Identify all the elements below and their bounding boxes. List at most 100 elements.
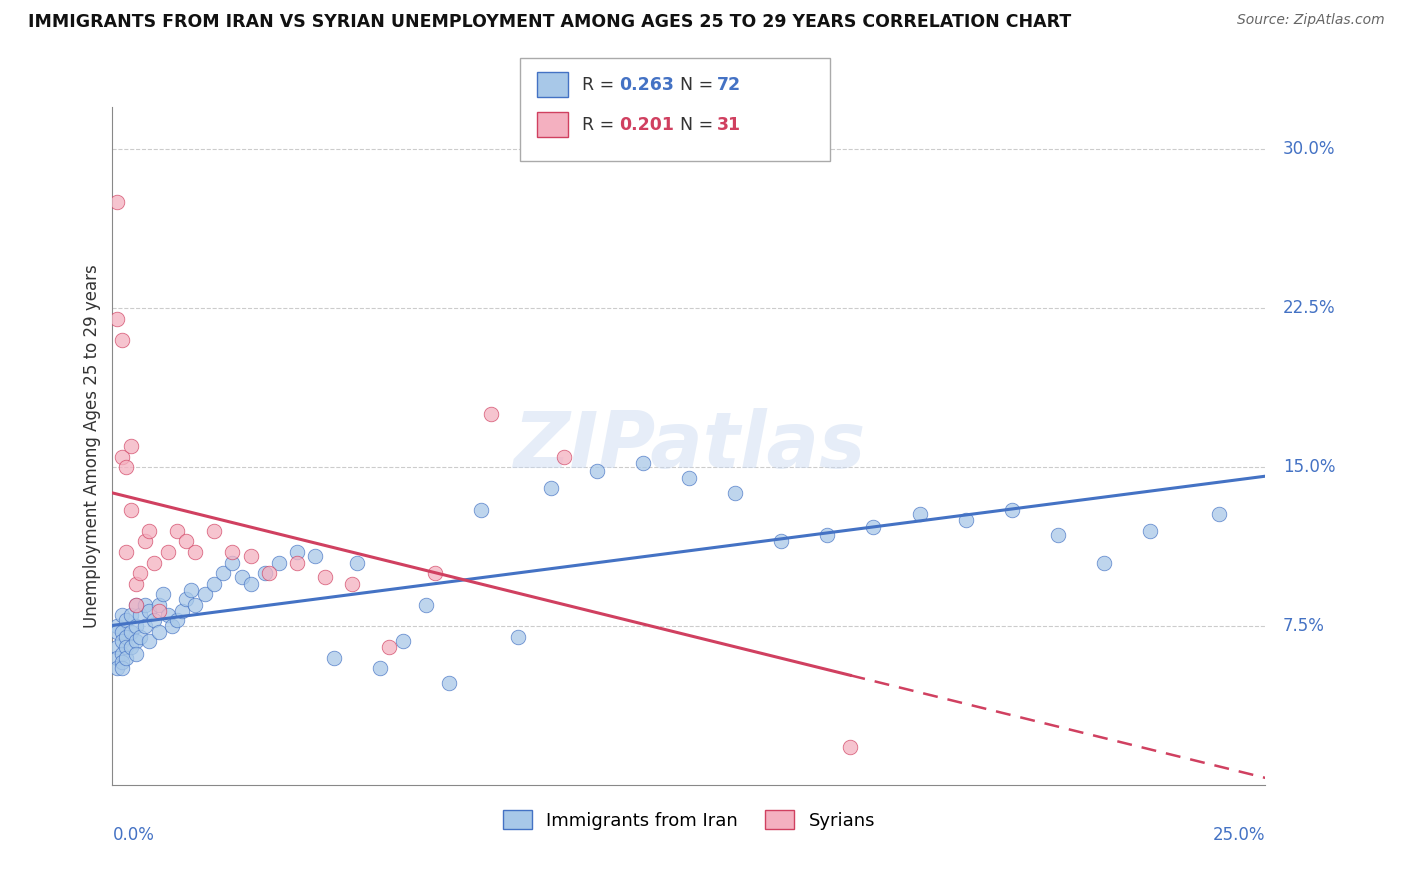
Point: [194, 587, 217, 601]
Point: [134, 619, 156, 633]
Point: [415, 598, 437, 612]
Point: [115, 545, 138, 559]
Point: [105, 651, 128, 665]
Point: [631, 456, 654, 470]
Point: [129, 608, 152, 623]
Point: [148, 604, 170, 618]
Point: [815, 528, 838, 542]
Point: [862, 519, 884, 533]
Point: [174, 534, 197, 549]
Text: 72: 72: [717, 76, 741, 94]
Point: [111, 661, 134, 675]
Point: [166, 613, 188, 627]
Text: 7.5%: 7.5%: [1282, 617, 1324, 635]
Point: [143, 613, 166, 627]
Text: 31: 31: [717, 116, 741, 134]
Point: [134, 598, 156, 612]
Point: [908, 507, 931, 521]
Point: [184, 545, 207, 559]
Point: [105, 195, 128, 210]
Point: [115, 651, 138, 665]
Point: [368, 661, 391, 675]
Point: [124, 619, 146, 633]
Point: [1139, 524, 1161, 538]
Point: [156, 545, 179, 559]
Point: [120, 640, 142, 655]
Point: [152, 587, 174, 601]
Point: [174, 591, 197, 606]
Text: R =: R =: [582, 116, 620, 134]
Text: 0.263: 0.263: [619, 76, 673, 94]
Point: [105, 661, 128, 675]
Point: [540, 482, 562, 496]
Point: [221, 556, 243, 570]
Point: [105, 619, 128, 633]
Point: [508, 630, 530, 644]
Point: [111, 647, 134, 661]
Point: [124, 598, 146, 612]
Text: IMMIGRANTS FROM IRAN VS SYRIAN UNEMPLOYMENT AMONG AGES 25 TO 29 YEARS CORRELATIO: IMMIGRANTS FROM IRAN VS SYRIAN UNEMPLOYM…: [28, 13, 1071, 31]
Point: [304, 549, 326, 564]
Point: [378, 640, 401, 655]
Point: [955, 513, 977, 527]
Point: [129, 630, 152, 644]
Point: [231, 570, 253, 584]
Text: Source: ZipAtlas.com: Source: ZipAtlas.com: [1237, 13, 1385, 28]
Point: [111, 608, 134, 623]
Point: [1092, 556, 1115, 570]
Point: [115, 460, 138, 475]
Point: [437, 676, 460, 690]
Point: [120, 625, 142, 640]
Point: [170, 604, 193, 618]
Point: [342, 576, 364, 591]
Point: [253, 566, 276, 581]
Point: [678, 471, 700, 485]
Point: [120, 608, 142, 623]
Point: [724, 485, 747, 500]
Point: [322, 651, 344, 665]
Point: [124, 598, 146, 612]
Y-axis label: Unemployment Among Ages 25 to 29 years: Unemployment Among Ages 25 to 29 years: [83, 264, 101, 628]
Point: [111, 625, 134, 640]
Point: [138, 524, 160, 538]
Point: [346, 556, 368, 570]
Point: [314, 570, 336, 584]
Point: [1208, 507, 1230, 521]
Point: [138, 633, 160, 648]
Text: 0.201: 0.201: [619, 116, 673, 134]
Point: [1046, 528, 1069, 542]
Point: [105, 640, 128, 655]
Point: [124, 576, 146, 591]
Point: [392, 633, 415, 648]
Point: [239, 576, 262, 591]
Point: [267, 556, 290, 570]
Point: [553, 450, 575, 464]
Point: [285, 545, 308, 559]
Point: [148, 598, 170, 612]
Point: [129, 566, 152, 581]
Point: [111, 655, 134, 669]
Point: [770, 534, 793, 549]
Point: [156, 608, 179, 623]
Point: [585, 464, 607, 478]
Point: [124, 647, 146, 661]
Point: [115, 613, 138, 627]
Text: 22.5%: 22.5%: [1282, 300, 1336, 318]
Point: [134, 534, 156, 549]
Point: [162, 619, 184, 633]
Point: [120, 439, 142, 453]
Text: 15.0%: 15.0%: [1282, 458, 1336, 476]
Point: [180, 583, 202, 598]
Point: [212, 566, 235, 581]
Point: [202, 524, 225, 538]
Point: [184, 598, 207, 612]
Point: [221, 545, 243, 559]
Point: [285, 556, 308, 570]
Text: N =: N =: [669, 76, 718, 94]
Point: [148, 625, 170, 640]
Point: [115, 630, 138, 644]
Point: [124, 633, 146, 648]
Text: R =: R =: [582, 76, 620, 94]
Text: ZIPatlas: ZIPatlas: [513, 408, 865, 484]
Point: [470, 502, 492, 516]
